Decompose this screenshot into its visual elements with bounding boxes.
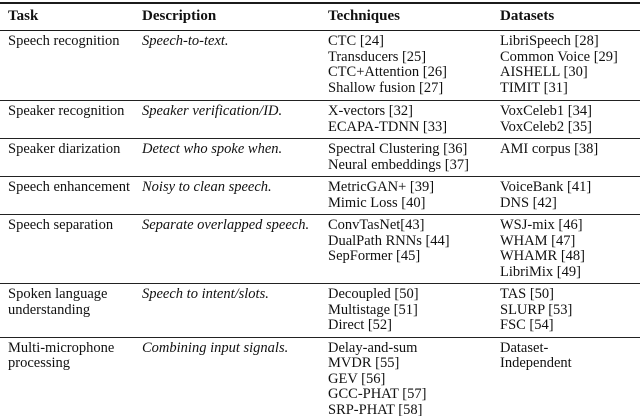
technique-item: MVDR [55] xyxy=(328,355,400,371)
table-row: Speech enhancement Noisy to clean speech.… xyxy=(0,176,640,215)
techniques-cell: CTC [24] Transducers [25] CTC+Attention [2… xyxy=(328,30,500,101)
dataset-item: TIMIT [31] xyxy=(500,79,568,96)
dataset-item: Dataset- xyxy=(500,339,549,356)
dataset-item: WSJ-mix [46] xyxy=(500,217,583,233)
technique-item: ConvTasNet[43] xyxy=(328,217,425,233)
technique-item: GEV [56] xyxy=(328,370,386,387)
dataset-item: AISHELL [30] xyxy=(500,64,588,80)
table-row: Speech recognition Speech-to-text. CTC [24… xyxy=(0,30,640,101)
technique-item: Transducers [25] xyxy=(328,48,427,65)
datasets-cell: LibriSpeech [28] Common Voice [29] AISHELL… xyxy=(500,30,640,101)
dataset-item: WHAMR [48] xyxy=(500,248,585,264)
dataset-item: LibriSpeech [28] xyxy=(500,33,599,49)
datasets-cell: WSJ-mix [46] WHAM [47] WHAMR [48] LibriMix … xyxy=(500,214,640,284)
technique-item: Neural embeddings [37] xyxy=(328,156,469,173)
technique-item: Spectral Clustering [36] xyxy=(328,141,468,157)
technique-item: SRP-PHAT [58] xyxy=(328,401,423,416)
table-header: Task Description Techniques Datasets xyxy=(0,3,640,31)
dataset-item: VoxCeleb1 [34] xyxy=(500,103,592,119)
technique-item: Multistage [51] xyxy=(328,301,418,318)
table-row: Speaker diarization Detect who spoke when… xyxy=(0,138,640,177)
table-body: Speech recognition Speech-to-text. CTC [24… xyxy=(0,30,640,416)
column-header-description: Description xyxy=(142,3,328,31)
column-header-task: Task xyxy=(0,3,142,31)
header-row: Task Description Techniques Datasets xyxy=(0,3,640,31)
datasets-cell: AMI corpus [38] xyxy=(500,138,640,177)
technique-item: MetricGAN+ [39] xyxy=(328,179,435,195)
description-cell: Separate overlapped speech. xyxy=(142,214,328,284)
description-cell: Speaker verification/ID. xyxy=(142,100,328,139)
description-cell: Speech to intent/slots. xyxy=(142,283,328,338)
technique-item: Shallow fusion [27] xyxy=(328,79,444,96)
dataset-item: FSC [54] xyxy=(500,317,554,333)
description-cell: Noisy to clean speech. xyxy=(142,176,328,215)
technique-item: X-vectors [32] xyxy=(328,103,413,119)
datasets-cell: VoiceBank [41] DNS [42] xyxy=(500,176,640,215)
table-row: Speech separation Separate overlapped spe… xyxy=(0,214,640,284)
table-row: Multi-microphone processing Combining inp… xyxy=(0,337,640,416)
technique-item: DualPath RNNs [44] xyxy=(328,232,450,249)
dataset-item: AMI corpus [38] xyxy=(500,141,599,157)
task-cell: Speech separation xyxy=(0,214,142,284)
task-cell: Spoken language understanding xyxy=(0,283,142,338)
datasets-cell: VoxCeleb1 [34] VoxCeleb2 [35] xyxy=(500,100,640,139)
task-cell: Speech enhancement xyxy=(0,176,142,215)
description-cell: Detect who spoke when. xyxy=(142,138,328,177)
technique-item: ECAPA-TDNN [33] xyxy=(328,118,448,135)
dataset-item: Common Voice [29] xyxy=(500,48,618,65)
description-cell: Speech-to-text. xyxy=(142,30,328,101)
technique-item: Direct [52] xyxy=(328,317,393,333)
technique-item: Delay-and-sum xyxy=(328,339,418,356)
description-cell: Combining input signals. xyxy=(142,339,289,356)
datasets-cell: Dataset- Independent xyxy=(500,337,640,416)
task-cell: Speaker diarization xyxy=(0,138,142,177)
techniques-cell: Spectral Clustering [36] Neural embedding… xyxy=(328,138,500,177)
dataset-item: TAS [50] xyxy=(500,286,555,302)
technique-item: Decoupled [50] xyxy=(328,286,419,302)
technique-item: CTC [24] xyxy=(328,33,384,49)
technique-item: CTC+Attention [26] xyxy=(328,64,447,80)
dataset-item: WHAM [47] xyxy=(500,232,576,249)
datasets-cell: TAS [50] SLURP [53] FSC [54] xyxy=(500,283,640,338)
column-header-techniques: Techniques xyxy=(328,3,500,31)
technique-item: Mimic Loss [40] xyxy=(328,194,426,211)
dataset-item: DNS [42] xyxy=(500,194,557,211)
dataset-item: VoiceBank [41] xyxy=(500,179,592,195)
techniques-cell: MetricGAN+ [39] Mimic Loss [40] xyxy=(328,176,500,215)
task-cell: Speech recognition xyxy=(0,30,142,101)
technique-item: GCC-PHAT [57] xyxy=(328,386,427,402)
techniques-cell: ConvTasNet[43] DualPath RNNs [44] SepForme… xyxy=(328,214,500,284)
table-row: Speaker recognition Speaker verification/… xyxy=(0,100,640,139)
task-cell: Multi-microphone processing xyxy=(8,339,115,371)
techniques-cell: Decoupled [50] Multistage [51] Direct [52] xyxy=(328,283,500,338)
technique-item: SepFormer [45] xyxy=(328,248,421,264)
techniques-cell: Delay-and-sum MVDR [55] GEV [56] GCC-PHAT [… xyxy=(328,337,500,416)
dataset-item: LibriMix [49] xyxy=(500,263,581,280)
dataset-item: Independent xyxy=(500,355,572,371)
table-row: Spoken language understanding Speech to i… xyxy=(0,283,640,338)
dataset-item: VoxCeleb2 [35] xyxy=(500,118,592,135)
dataset-item: SLURP [53] xyxy=(500,301,573,318)
techniques-cell: X-vectors [32] ECAPA-TDNN [33] xyxy=(328,100,500,139)
column-header-datasets: Datasets xyxy=(500,3,640,31)
task-cell: Speaker recognition xyxy=(0,100,142,139)
